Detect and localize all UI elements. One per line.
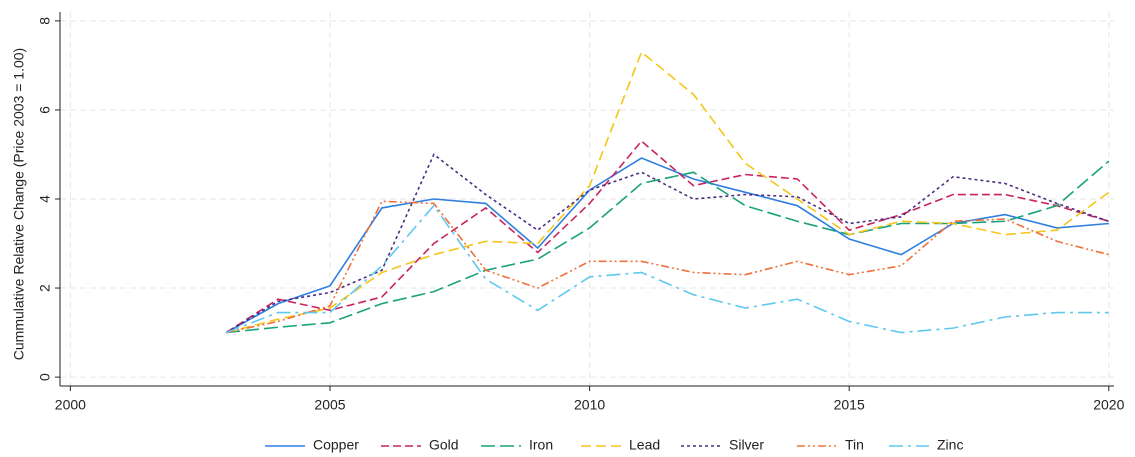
y-tick-label: 2 [37,284,53,292]
legend-label: Lead [629,437,660,453]
series-line [225,200,1110,334]
y-tick-label: 0 [37,373,53,381]
x-tick-label: 2015 [834,397,865,413]
y-tick-label: 6 [37,106,53,114]
x-tick-label: 2010 [574,397,605,413]
series-line [225,50,1110,334]
legend-label: Silver [729,437,764,453]
series-line [225,139,1110,334]
legend-label: Copper [313,437,359,453]
legend-label: Tin [845,437,864,453]
series-line [225,204,1109,334]
x-tick-label: 2000 [55,397,86,413]
legend-label: Iron [529,437,553,453]
x-tick-label: 2005 [314,397,345,413]
series-line [226,160,1110,334]
legend-label: Gold [429,437,459,453]
legend-label: Zinc [937,437,963,453]
x-tick-label: 2020 [1093,397,1124,413]
y-axis-label: Cummulative Relative Change (Price 2003 … [11,48,27,360]
series-line [225,157,1109,334]
y-tick-label: 4 [37,195,53,203]
y-tick-label: 8 [37,17,53,25]
